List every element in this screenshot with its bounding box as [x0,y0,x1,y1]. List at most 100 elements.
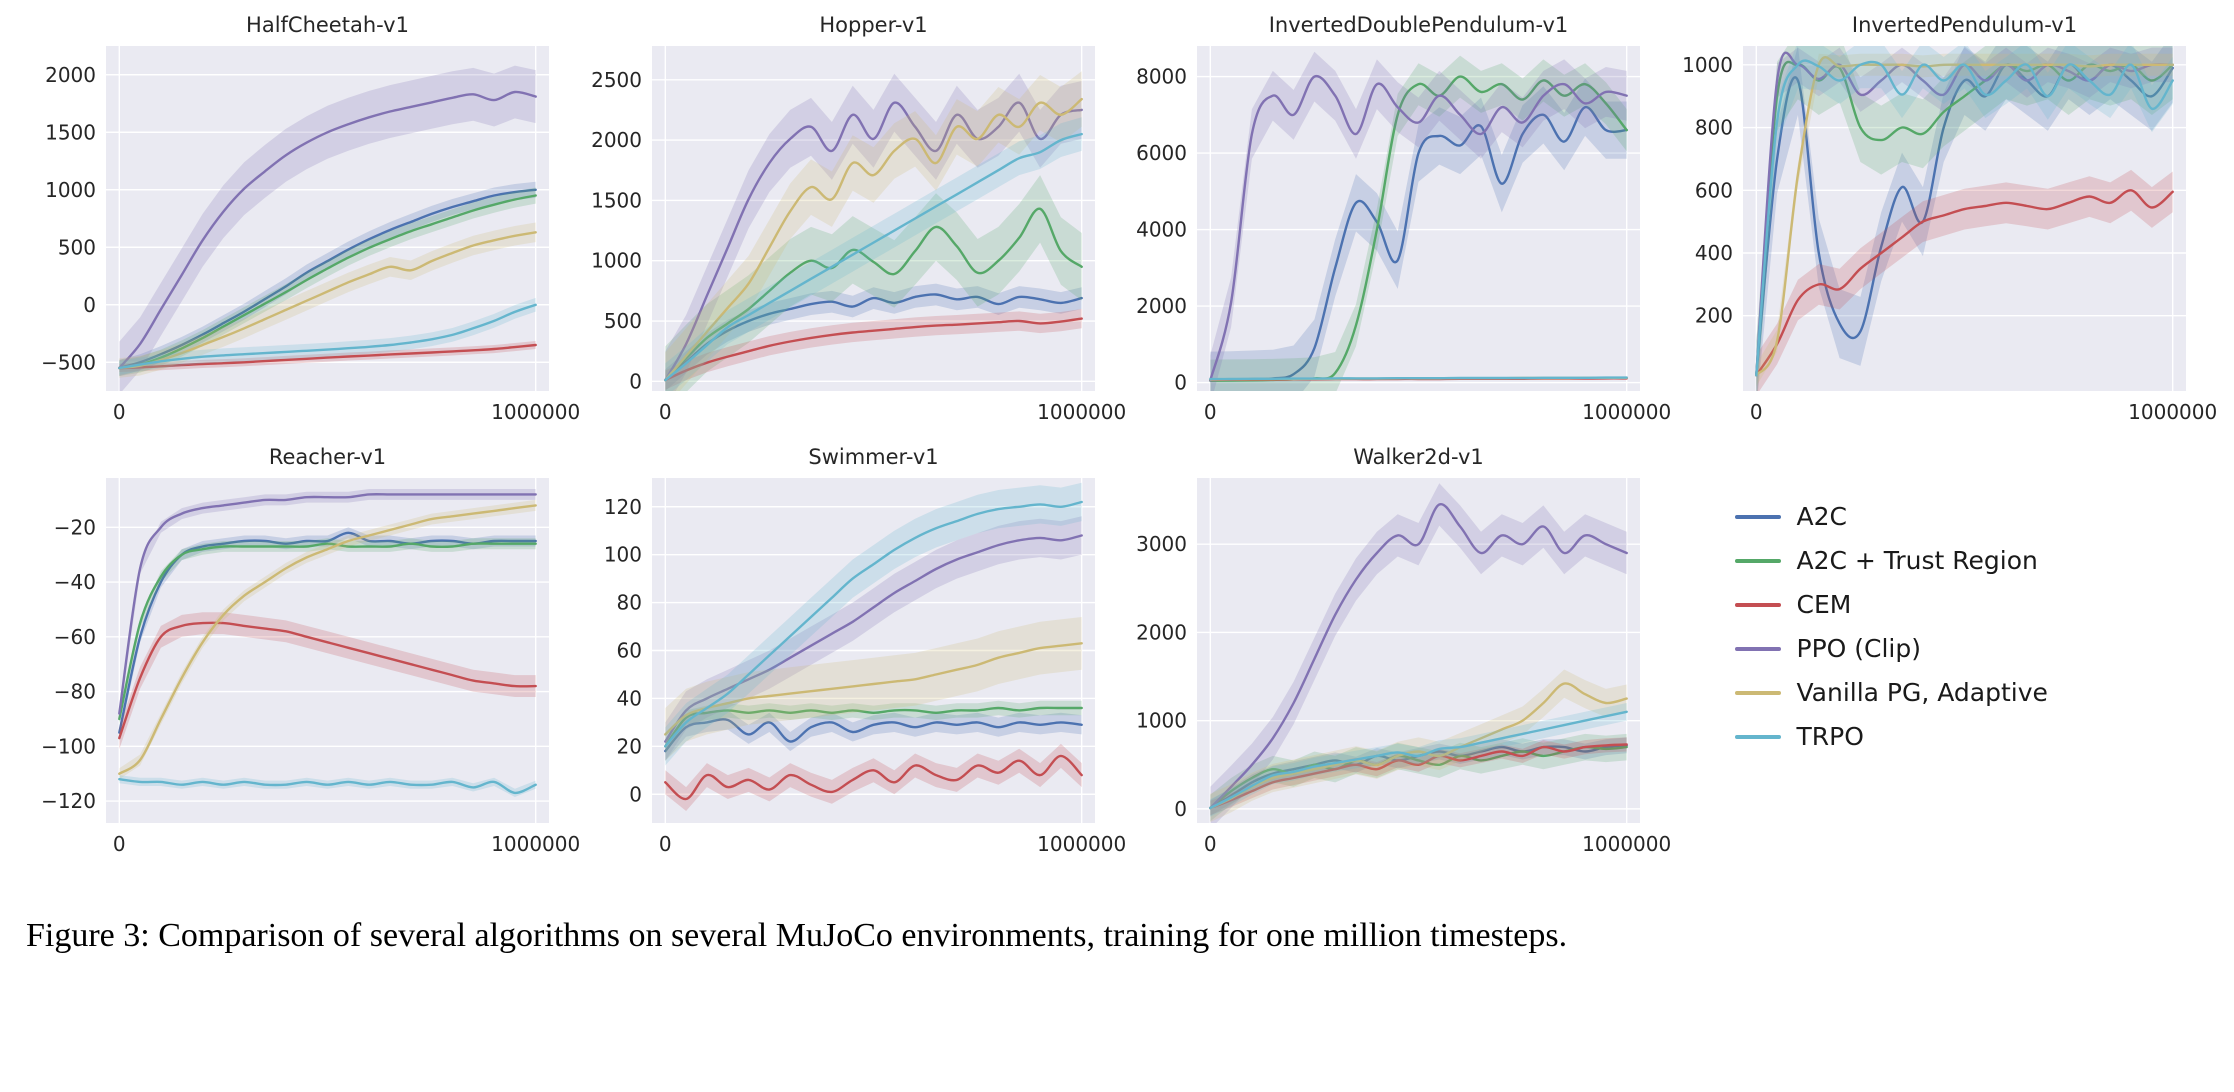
series-line-Vanilla PG, Adaptive [118,231,537,370]
y-tick-label: 6000 [1136,141,1187,165]
series-band-A2C + Trust Region [119,187,536,377]
chart-svg: −120 −100 −80 −60 −40 −20 0 1000000 Reacher-v1 [41,445,580,856]
y-tick-label: 4000 [1136,218,1187,242]
series-line-CEM [663,317,1083,382]
series-line-Vanilla PG, Adaptive [663,642,1083,736]
legend: A2C A2C + Trust Region CEM PPO (Clip) Vanill… [1663,444,2209,876]
series-line-PPO (Clip) [663,534,1083,743]
series-line-PPO (Clip) [1209,503,1628,810]
series-line-CEM [1754,189,2174,377]
chart-reacher-v1: −120 −100 −80 −60 −40 −20 0 1000000 Reacher-v1 [26,444,580,876]
y-tick-label: 80 [616,591,641,615]
plot-area [106,478,549,823]
series-line-CEM [118,343,537,370]
series-band-CEM [1755,169,2173,391]
chart-svg: 0 20 40 60 80 100 120 0 1000000 Swimmer-v1 [603,445,1125,856]
series-line-A2C + Trust Region [118,542,537,721]
series-line-CEM [118,621,537,740]
series-band-TRPO [664,117,1082,391]
chart-title: Reacher-v1 [269,445,386,469]
legend-line-swatch [1734,602,1781,607]
legend-item: Vanilla PG, Adaptive [1734,678,2048,707]
x-tick-label: 0 [658,832,671,856]
series-band-TRPO [1755,46,2173,391]
series-band-A2C + Trust Region [664,175,1082,391]
y-tick-label: 400 [1694,241,1732,265]
series-band-A2C [664,283,1082,391]
series-band-TRPO [664,482,1082,766]
chart-svg: 0 1000 2000 3000 0 1000000 Walker2d-v1 [1136,445,1671,856]
series-line-TRPO [663,132,1083,382]
y-tick-label: 2000 [1136,620,1187,644]
legend-label: CEM [1796,590,1852,619]
x-tick-label: 0 [1204,400,1217,424]
x-tick-label: 1000000 [1037,400,1126,424]
series-band-Vanilla PG, Adaptive [664,617,1082,761]
series-line-TRPO [118,303,537,370]
series-line-Vanilla PG, Adaptive [1754,56,2174,377]
x-tick-label: 1000000 [1037,832,1126,856]
y-tick-label: 1500 [45,120,96,144]
chart-svg: 0 2000 4000 6000 8000 0 1000000 InvertedDoubleP… [1136,13,1671,424]
series-line-TRPO [118,778,537,795]
series-band-PPO (Clip) [1210,51,1627,391]
legend-label: A2C [1796,502,1847,531]
chart-inverteddoublependulum-v1: 0 2000 4000 6000 8000 0 1000000 InvertedDoubleP… [1117,12,1671,444]
series-band-TRPO [1210,703,1627,817]
y-tick-label: 8000 [1136,65,1187,89]
y-tick-label: 60 [616,639,641,663]
legend-label: Vanilla PG, Adaptive [1796,678,2048,707]
series-line-A2C [118,188,537,370]
chart-svg: 0 500 1000 1500 2000 2500 0 1000000 Hopper-v1 [591,13,1126,424]
series-band-CEM [664,309,1082,390]
y-tick-label: 20 [616,734,641,758]
y-tick-label: 1500 [591,188,642,212]
x-tick-label: 0 [658,400,671,424]
series-band-A2C + Trust Region [1755,46,2173,391]
y-tick-label: 1000 [591,249,642,273]
figure-3: −500 0 500 1000 1500 2000 0 1000000 HalfCheetah-… [26,12,2217,954]
figure-caption: Figure 3: Comparison of several algorith… [26,917,1568,954]
series-line-Vanilla PG, Adaptive [118,504,537,775]
chart-grid: −500 0 500 1000 1500 2000 0 1000000 HalfCheetah-… [26,12,2217,876]
series-band-Vanilla PG, Adaptive [664,71,1082,391]
chart-title: InvertedPendulum-v1 [1851,13,2076,37]
series-band-A2C + Trust Region [1210,55,1627,391]
chart-walker2d-v1: 0 1000 2000 3000 0 1000000 Walker2d-v1 [1117,444,1671,876]
chart-title: HalfCheetah-v1 [246,13,409,37]
x-tick-label: 1000000 [1582,400,1671,424]
y-tick-label: 120 [603,495,641,519]
chart-swimmer-v1: 0 20 40 60 80 100 120 0 1000000 Swimmer-v1 [572,444,1125,876]
y-tick-label: 600 [1694,178,1732,202]
series-line-Vanilla PG, Adaptive [1209,682,1628,810]
y-tick-label: −20 [54,515,96,539]
y-tick-label: −500 [41,350,96,374]
series-band-A2C + Trust Region [664,700,1082,754]
y-tick-label: 1000 [1136,709,1187,733]
series-line-PPO (Clip) [118,493,537,715]
y-tick-label: 2500 [591,68,642,92]
y-tick-label: 2000 [1136,294,1187,318]
series-line-A2C + Trust Region [663,207,1083,382]
series-line-A2C + Trust Region [663,706,1083,748]
legend-item: TRPO [1734,722,1864,751]
legend-label: TRPO [1796,722,1864,751]
legend-item: CEM [1734,590,1852,619]
legend-line-swatch [1734,690,1781,695]
x-tick-label: 0 [1204,832,1217,856]
series-band-PPO (Clip) [1210,483,1627,823]
series-line-TRPO [1754,59,2174,377]
x-tick-label: 1000000 [491,400,580,424]
x-tick-label: 0 [1749,400,1762,424]
series-line-PPO (Clip) [118,90,537,370]
y-tick-label: 1000 [1682,53,1733,77]
chart-invertedpendulum-v1: 200 400 600 800 1000 0 1000000 InvertedPendulum… [1663,12,2217,444]
legend-line-swatch [1734,514,1781,519]
chart-title: Hopper-v1 [819,13,927,37]
chart-title: Swimmer-v1 [808,445,938,469]
y-tick-label: 2000 [591,128,642,152]
series-band-CEM [119,612,536,750]
y-tick-label: 0 [629,782,642,806]
x-tick-label: 1000000 [1582,832,1671,856]
y-tick-label: 1000 [45,178,96,202]
